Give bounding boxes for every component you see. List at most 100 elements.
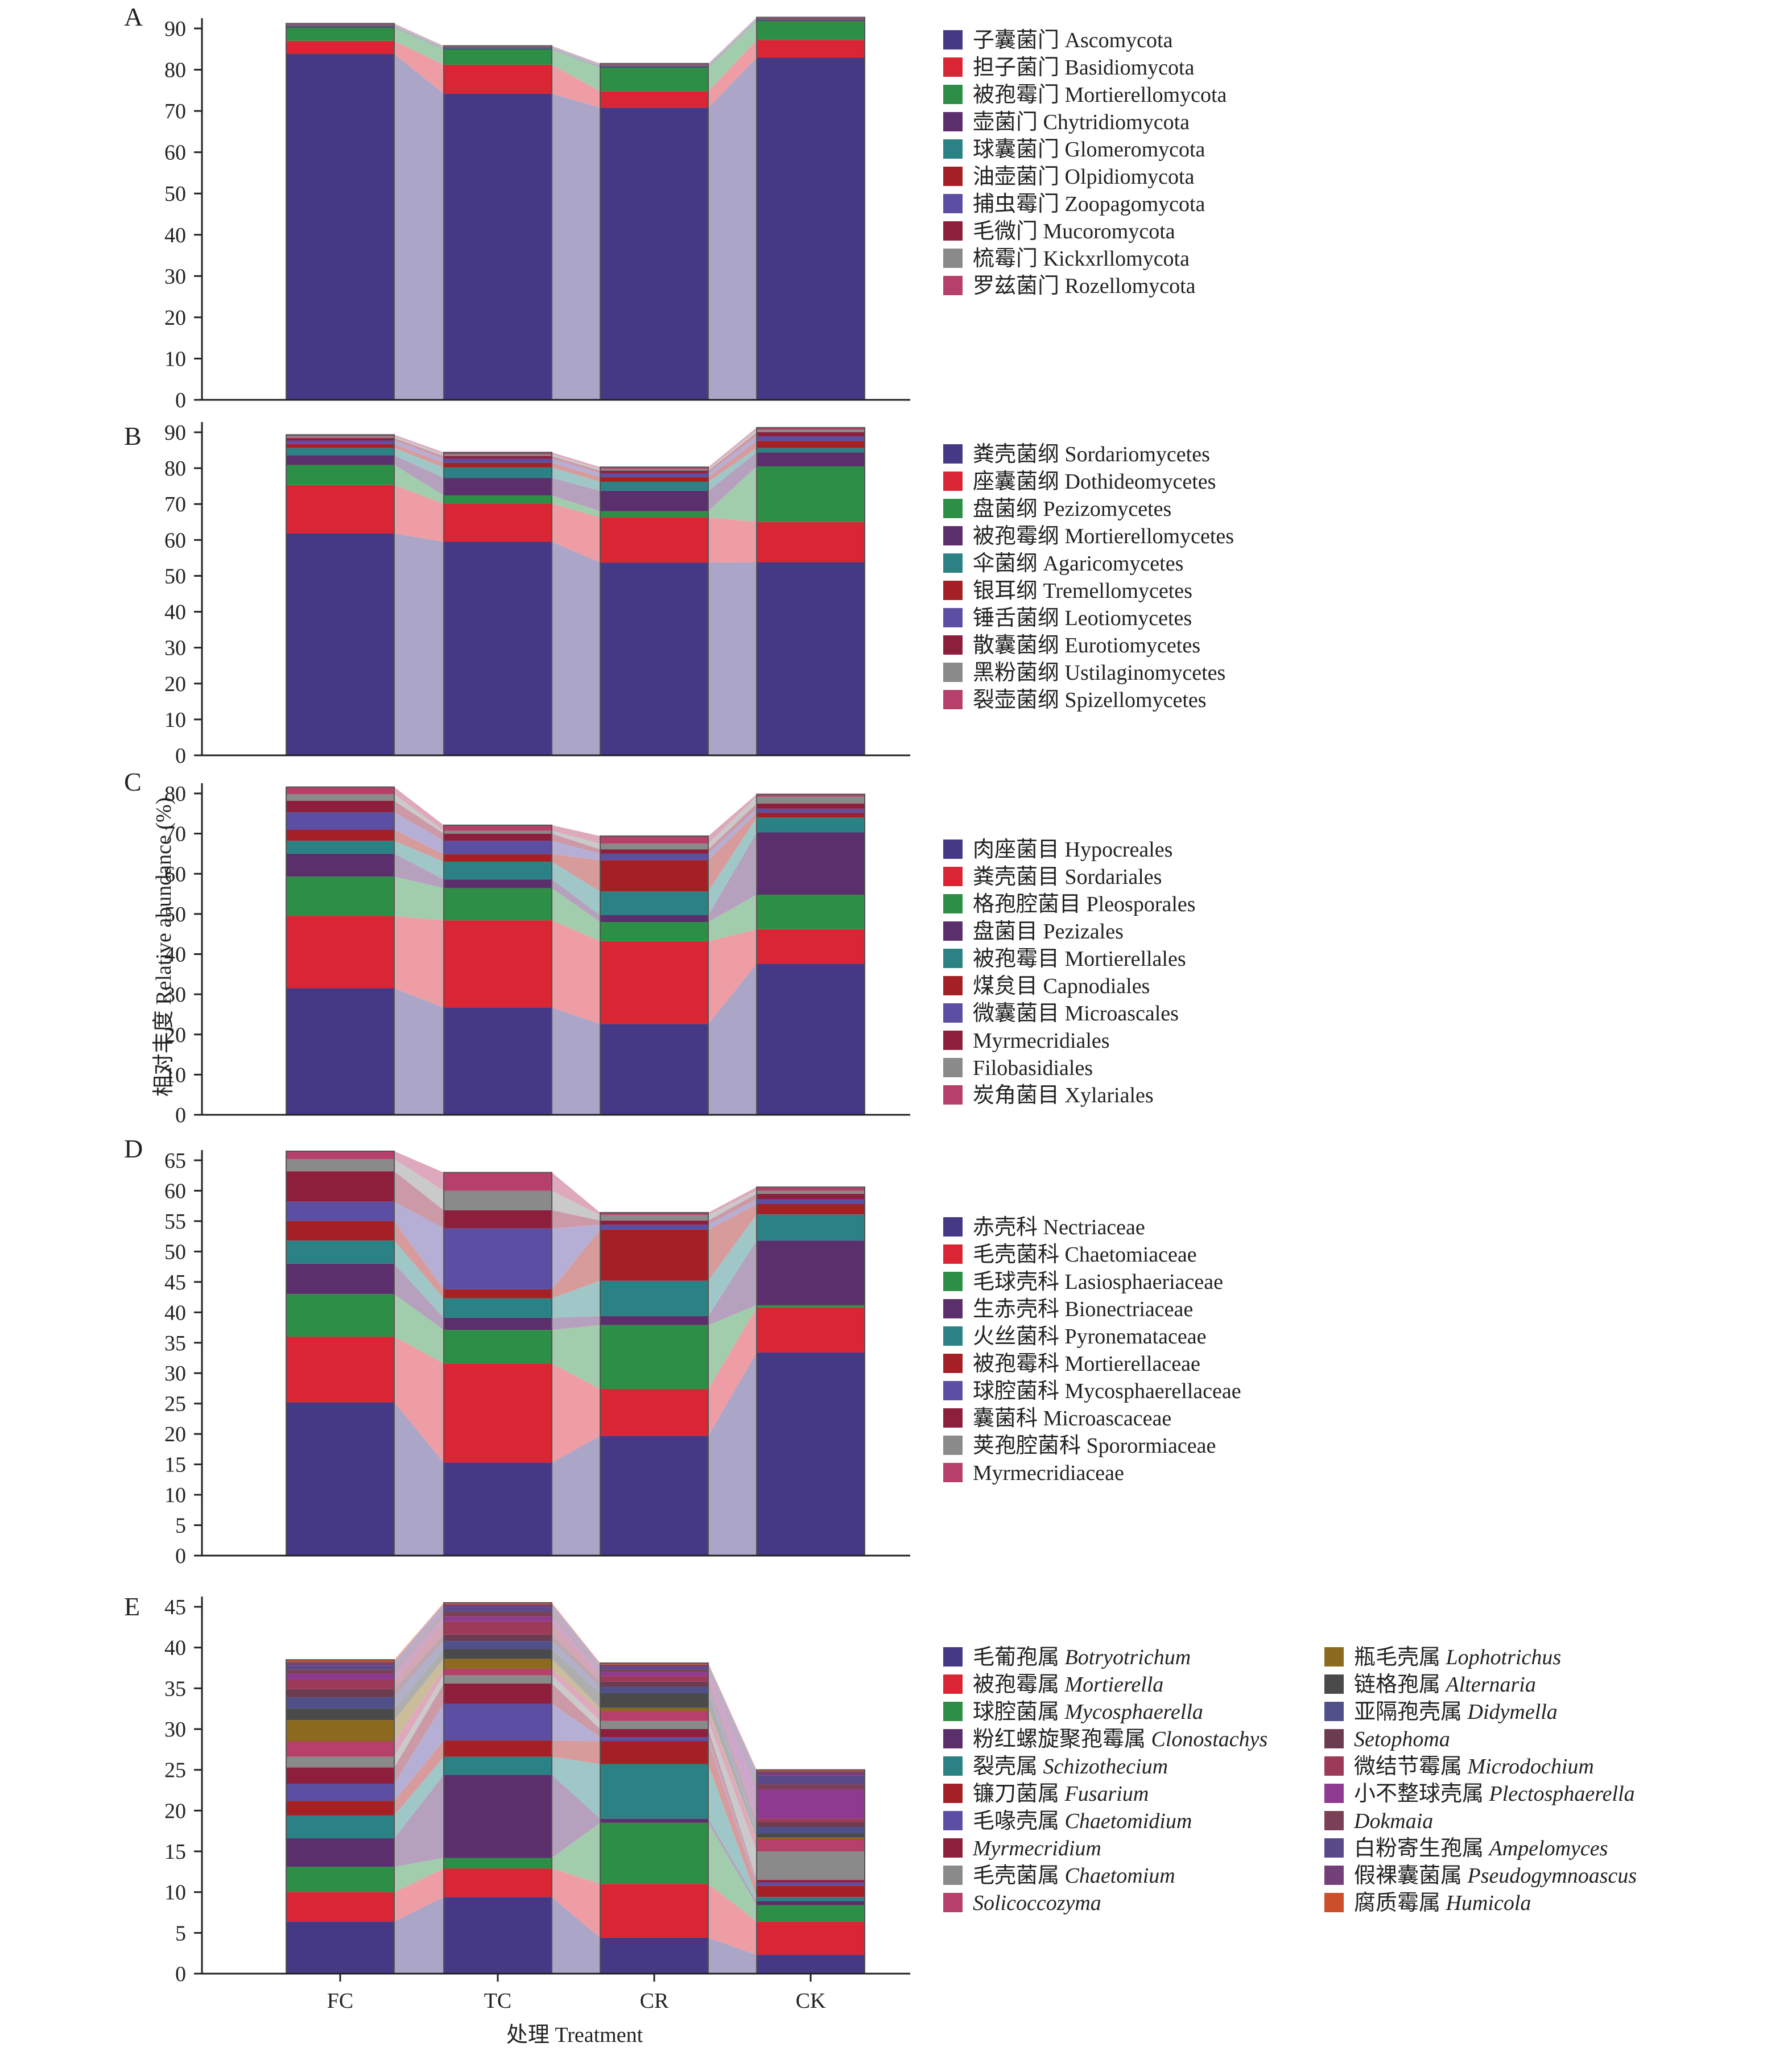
bar-segment	[444, 49, 552, 65]
y-axis-title: 相对丰度 Relative abundance (%)	[152, 797, 176, 1097]
connector-band	[394, 24, 444, 47]
legend-label: 毛球壳科 Lasiosphaeriaceae	[973, 1270, 1223, 1294]
bar-segment	[444, 1228, 552, 1289]
bar-segment	[600, 1663, 708, 1665]
bar-segment	[757, 1851, 865, 1880]
bar-segment	[600, 853, 708, 861]
legend-label: 微结节霉属 Microdochium	[1354, 1755, 1594, 1779]
legend-swatch	[943, 194, 963, 213]
legend-item: Myrmecridiales	[943, 1029, 1110, 1053]
legend-item: 格孢腔菌目 Pleosporales	[943, 892, 1196, 916]
legend-label: 格孢腔菌目 Pleosporales	[973, 892, 1196, 916]
bar-segment	[444, 503, 552, 542]
bar-segment	[600, 1737, 708, 1742]
connector-band	[552, 503, 600, 563]
legend-item: Myrmecridium	[943, 1837, 1101, 1860]
panel-letter: E	[124, 1592, 140, 1621]
bar-segment	[286, 1660, 394, 1663]
y-tick-label: 20	[164, 672, 186, 696]
y-tick-label: 45	[164, 1595, 186, 1619]
bar-segment	[757, 1882, 865, 1886]
legend-item: 假裸囊菌属 Pseudogymnoascus	[1324, 1864, 1637, 1888]
bar-segment	[286, 1892, 394, 1922]
bar-segment	[444, 1330, 552, 1364]
legend-label: 锤舌菌纲 Leotiomycetes	[973, 606, 1192, 630]
legend-item: 座囊菌纲 Dothideomycetes	[943, 470, 1216, 494]
legend-label: 粪壳菌目 Sordariales	[973, 865, 1162, 889]
legend-swatch	[943, 57, 963, 77]
connector-band	[552, 1616, 600, 1676]
bar-segment	[757, 1204, 865, 1215]
connector-band	[708, 964, 757, 1115]
bar-segment	[757, 1901, 865, 1905]
bar-segment	[757, 832, 865, 895]
legend-label-cn: 链格孢属	[1354, 1673, 1446, 1697]
connector-band	[394, 438, 444, 459]
bar-segment	[444, 1659, 552, 1669]
legend-item: 球腔菌属 Mycosphaerella	[943, 1700, 1203, 1724]
connector-band	[708, 1240, 757, 1325]
bar-segment	[286, 25, 394, 26]
bar-segment	[600, 1707, 708, 1711]
legend-item: 毛喙壳属 Chaetomidium	[943, 1809, 1192, 1833]
bar-segment	[757, 1885, 865, 1897]
legend-label: 粉红螺旋聚孢霉属 Clonostachys	[973, 1727, 1267, 1751]
bar-segment	[757, 1822, 865, 1827]
legend-label-latin: Chaetomium	[1065, 1864, 1175, 1888]
legend-swatch	[943, 30, 963, 49]
legend-item: 微囊菌目 Microascales	[943, 1002, 1179, 1026]
bar-segment	[600, 517, 708, 563]
y-tick-label: 10	[164, 347, 186, 371]
legend-label-cn: 粉红螺旋聚孢霉属	[973, 1727, 1151, 1751]
connector-band	[708, 1764, 757, 1901]
bar-segment	[757, 20, 865, 40]
connector-band	[394, 1263, 444, 1330]
bar-segment	[286, 440, 394, 444]
legend-item: 亚隔孢壳属 Didymella	[1324, 1700, 1558, 1724]
connector-band	[552, 541, 600, 755]
legend-label: 火丝菌科 Pyronemataceae	[973, 1325, 1206, 1349]
legend-item: 盘菌目 Pezizales	[943, 920, 1124, 944]
connector-band	[708, 19, 757, 66]
y-tick-label: 45	[164, 1271, 186, 1295]
legend-label: 散囊菌纲 Eurotiomycetes	[973, 634, 1200, 658]
connector-band	[394, 24, 444, 48]
legend-item: 油壶菌门 Olpidiomycota	[943, 165, 1195, 189]
connector-band	[394, 25, 444, 48]
legend-label: 裂壳属 Schizothecium	[973, 1755, 1168, 1779]
legend-label: Dokmaia	[1353, 1809, 1433, 1833]
bar-segment	[757, 1187, 865, 1191]
y-tick-label: 50	[164, 1240, 186, 1264]
y-tick-label: 10	[164, 708, 186, 732]
legend-swatch	[943, 608, 963, 627]
legend-item: 黑粉菌纲 Ustilaginomycetes	[943, 661, 1225, 685]
legend-label-latin: Schizothecium	[1043, 1755, 1168, 1779]
connector-band	[394, 794, 444, 834]
legend-label-latin: Humicola	[1446, 1891, 1531, 1915]
legend-item: 囊菌科 Microascaceae	[943, 1407, 1171, 1430]
legend-label-latin: Mortierella	[1064, 1673, 1164, 1697]
bar-segment	[600, 915, 708, 922]
legend-swatch	[943, 221, 963, 241]
connector-band	[394, 1611, 444, 1674]
legend-label: Solicoccozyma	[973, 1891, 1101, 1915]
bar-segment	[444, 1775, 552, 1858]
bar-segment	[444, 46, 552, 47]
connector-band	[708, 1664, 757, 1776]
legend-swatch	[943, 949, 963, 968]
legend-label-latin: Mycosphaerella	[1064, 1700, 1203, 1724]
x-tick-label: CK	[796, 1989, 826, 2013]
bar-segment	[286, 1709, 394, 1721]
legend-swatch	[943, 921, 963, 941]
bar-segment	[286, 800, 394, 813]
connector-band	[394, 485, 444, 542]
y-tick-label: 20	[164, 1799, 186, 1823]
legend-item: 荚孢腔菌科 Sporormiaceae	[943, 1434, 1216, 1458]
bar-segment	[286, 1815, 394, 1839]
y-tick-label: 20	[164, 1423, 186, 1446]
legend-item: 小不整球壳属 Plectosphaerella	[1324, 1782, 1635, 1806]
legend: 肉座菌目 Hypocreales 粪壳菌目 Sordariales 格孢腔菌目 Pl…	[943, 838, 1196, 1107]
x-tick-label: TC	[484, 1989, 512, 2013]
connector-band	[394, 1649, 444, 1721]
bar-segment	[600, 1215, 708, 1221]
